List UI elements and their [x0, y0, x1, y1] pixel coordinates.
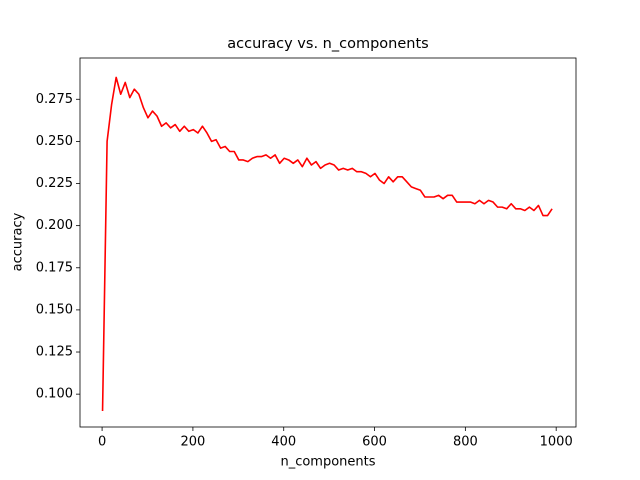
chart-title: accuracy vs. n_components [227, 36, 428, 52]
y-tick-label: 0.225 [36, 176, 73, 191]
y-tick-label: 0.150 [36, 302, 73, 317]
y-tick-label: 0.200 [36, 218, 73, 233]
x-tick-label: 1000 [540, 435, 573, 450]
y-tick-label: 0.125 [36, 345, 73, 360]
y-tick-label: 0.175 [36, 260, 73, 275]
data-line [101, 76, 553, 412]
x-tick-label: 400 [271, 435, 296, 450]
x-tick-label: 800 [453, 435, 478, 450]
y-axis-label: accuracy [11, 212, 26, 271]
y-tick-label: 0.275 [36, 92, 73, 107]
x-tick-label: 600 [362, 435, 387, 450]
x-tick-label: 200 [180, 435, 205, 450]
x-tick-label: 0 [98, 435, 106, 450]
y-tick-label: 0.100 [36, 387, 73, 402]
y-tick-label: 0.250 [36, 134, 73, 149]
x-axis-label: n_components [280, 455, 375, 470]
axes-frame [79, 57, 577, 428]
